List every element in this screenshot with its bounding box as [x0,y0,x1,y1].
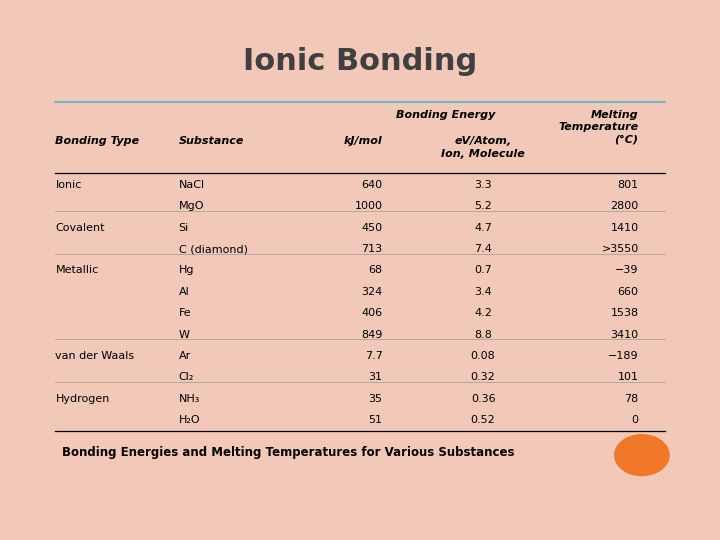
Text: Ar: Ar [179,351,191,361]
Text: 3410: 3410 [611,329,639,340]
Text: Bonding Energies and Melting Temperatures for Various Substances: Bonding Energies and Melting Temperature… [62,446,514,459]
Text: 7.4: 7.4 [474,244,492,254]
Text: C (diamond): C (diamond) [179,244,248,254]
Text: Melting
Temperature
(°C): Melting Temperature (°C) [559,110,639,144]
Text: 35: 35 [369,394,383,404]
Text: eV/Atom,
Ion, Molecule: eV/Atom, Ion, Molecule [441,136,525,159]
Text: >3550: >3550 [601,244,639,254]
Text: 3.4: 3.4 [474,287,492,297]
Text: 0.52: 0.52 [471,415,495,425]
Text: Si: Si [179,222,189,233]
Text: −39: −39 [615,266,639,275]
Text: Substance: Substance [179,136,244,146]
Text: 801: 801 [618,180,639,190]
Text: 0.36: 0.36 [471,394,495,404]
Text: NH₃: NH₃ [179,394,200,404]
Text: kJ/mol: kJ/mol [344,136,383,146]
Text: MgO: MgO [179,201,204,211]
Text: W: W [179,329,189,340]
Text: Covalent: Covalent [55,222,105,233]
Circle shape [615,435,669,476]
Text: 0.7: 0.7 [474,266,492,275]
Text: 4.7: 4.7 [474,222,492,233]
Text: 78: 78 [624,394,639,404]
Text: Ionic Bonding: Ionic Bonding [243,46,477,76]
Text: 4.2: 4.2 [474,308,492,318]
Text: 5.2: 5.2 [474,201,492,211]
Text: Fe: Fe [179,308,192,318]
Text: 713: 713 [361,244,383,254]
Text: 68: 68 [369,266,383,275]
Text: 0.32: 0.32 [471,373,495,382]
Text: 0.08: 0.08 [471,351,495,361]
Text: 0: 0 [631,415,639,425]
Text: Hydrogen: Hydrogen [55,394,110,404]
Text: 324: 324 [361,287,383,297]
Text: 1538: 1538 [611,308,639,318]
Text: 3.3: 3.3 [474,180,492,190]
Text: 31: 31 [369,373,383,382]
Text: Metallic: Metallic [55,266,99,275]
Text: Cl₂: Cl₂ [179,373,194,382]
Text: 1410: 1410 [611,222,639,233]
Text: 51: 51 [369,415,383,425]
Text: Hg: Hg [179,266,194,275]
Text: Bonding Energy: Bonding Energy [396,111,495,120]
Text: 640: 640 [361,180,383,190]
Text: Ionic: Ionic [55,180,82,190]
Text: 450: 450 [361,222,383,233]
Text: 8.8: 8.8 [474,329,492,340]
Text: Al: Al [179,287,189,297]
Text: 406: 406 [361,308,383,318]
Text: 849: 849 [361,329,383,340]
Text: 660: 660 [618,287,639,297]
Text: 2800: 2800 [611,201,639,211]
Text: 1000: 1000 [355,201,383,211]
Text: 7.7: 7.7 [365,351,383,361]
Text: van der Waals: van der Waals [55,351,135,361]
Text: H₂O: H₂O [179,415,200,425]
Text: NaCl: NaCl [179,180,204,190]
Text: 101: 101 [618,373,639,382]
Text: −189: −189 [608,351,639,361]
Text: Bonding Type: Bonding Type [55,136,140,146]
